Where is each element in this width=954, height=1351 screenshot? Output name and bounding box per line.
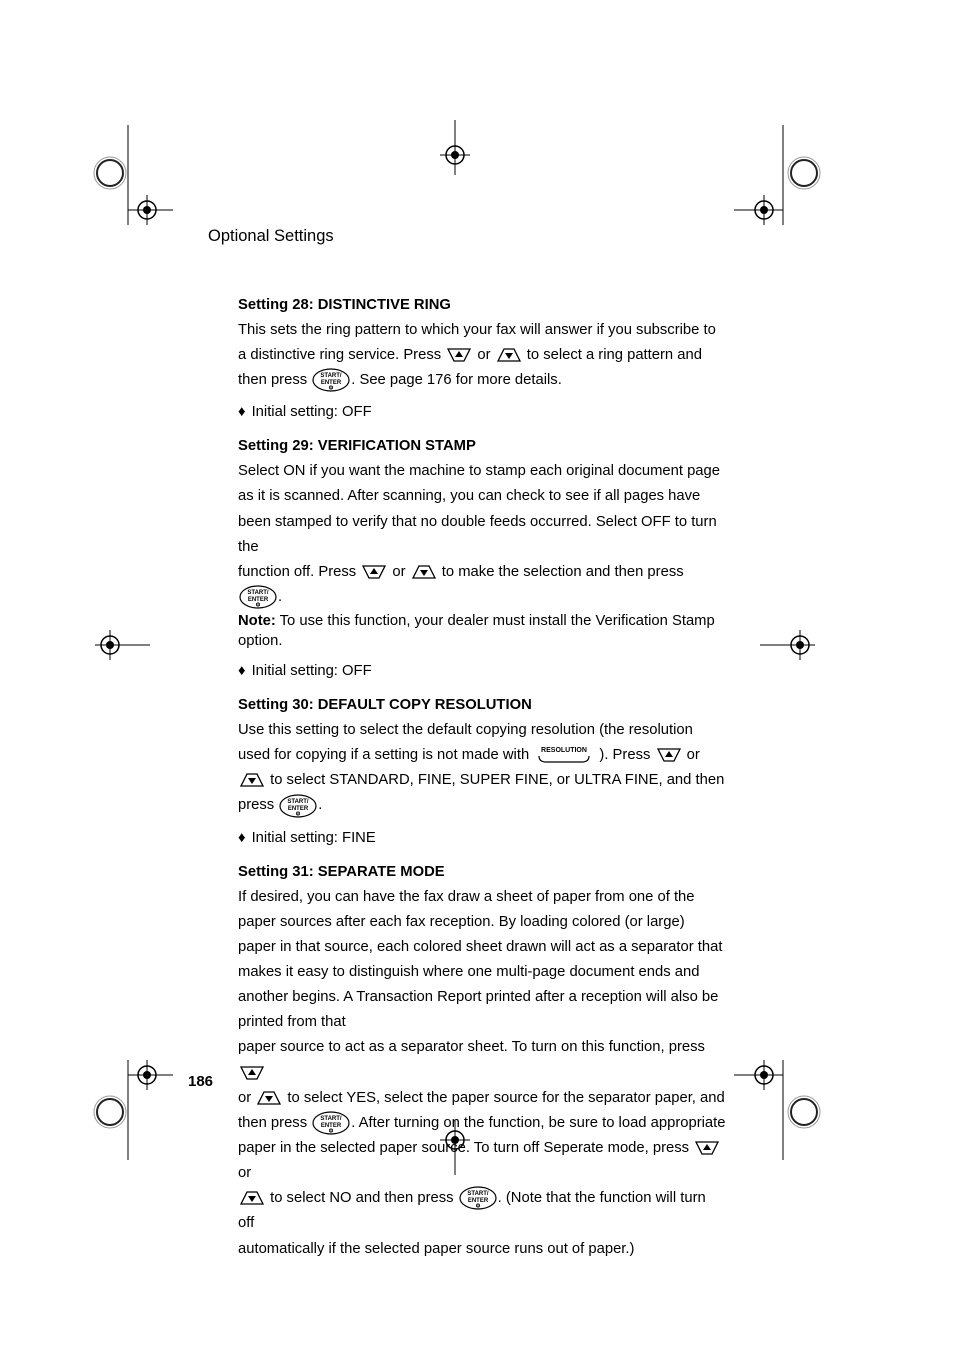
bullet-icon: ♦ [238, 662, 246, 682]
start-enter-icon: START/ENTER [239, 585, 277, 609]
setting-29-body: Select ON if you want the machine to sta… [238, 459, 726, 610]
setting-31-body: If desired, you can have the fax draw a … [238, 885, 726, 1262]
s29-note: Note: To use this function, your dealer … [238, 612, 726, 652]
s29-l2b: or [388, 564, 409, 580]
setting-28-title: Setting 28: DISTINCTIVE RING [238, 296, 726, 316]
down-arrow-icon [239, 1190, 265, 1206]
s29-l2a: function off. Press [238, 564, 360, 580]
s31-l3a: or [238, 1090, 255, 1106]
s30-l2a: copying if a setting is not made with [296, 747, 534, 763]
s31-l3b: to select YES, select the paper source f… [283, 1090, 724, 1106]
cropmark-midlower-left [78, 1060, 173, 1160]
s31-l4b: . After turning on the function, be sure… [351, 1115, 725, 1131]
cropmark-top-right [734, 125, 834, 225]
cropmark-top-center [435, 115, 475, 175]
s30-l2d: to select [266, 772, 325, 788]
svg-text:START/: START/ [467, 1191, 489, 1197]
up-arrow-icon [446, 347, 472, 363]
setting-30-body: Use this setting to select the default c… [238, 718, 726, 819]
start-enter-icon: START/ENTER [459, 1186, 497, 1210]
resolution-key-icon: RESOLUTION [534, 744, 594, 766]
s28-l2b: or [473, 347, 494, 363]
cropmark-midupper-left [90, 625, 150, 665]
bullet-icon: ♦ [238, 829, 246, 849]
s28-bullet-text: Initial setting: OFF [252, 404, 372, 420]
svg-text:START/: START/ [247, 590, 269, 596]
s29-bullet-text: Initial setting: OFF [252, 663, 372, 679]
start-enter-icon: START/ENTER [279, 794, 317, 818]
s28-l2a: distinctive ring service. Press [250, 347, 445, 363]
page-number: 186 [188, 1073, 213, 1090]
up-arrow-icon [239, 1065, 265, 1081]
s29-note-text: To use this function, your dealer must i… [238, 613, 715, 649]
bullet-icon: ♦ [238, 403, 246, 423]
header-title: Optional Settings [208, 227, 334, 246]
s31-l6a: to select NO and then press [266, 1190, 458, 1206]
setting-31-title: Setting 31: SEPARATE MODE [238, 863, 726, 883]
up-arrow-icon [361, 564, 387, 580]
svg-text:ENTER: ENTER [321, 1123, 342, 1129]
up-arrow-icon [694, 1140, 720, 1156]
s30-l2c: or [683, 747, 700, 763]
start-enter-icon: START/ENTER [312, 1111, 350, 1135]
s29-bullet: ♦ Initial setting: OFF [238, 662, 726, 682]
s30-l2b: ). Press [595, 747, 654, 763]
svg-text:ENTER: ENTER [288, 806, 309, 812]
s28-bullet: ♦ Initial setting: OFF [238, 403, 726, 423]
s28-l3b: . See page 176 for more details. [351, 372, 562, 388]
s31-l4a: then press [238, 1115, 311, 1131]
s29-note-label: Note: [238, 613, 276, 629]
s30-bullet-text: Initial setting: FINE [252, 830, 376, 846]
setting-28-body: This sets the ring pattern to which your… [238, 318, 726, 393]
s29-l1: Select ON if you want the machine to sta… [238, 463, 720, 554]
content: Setting 28: DISTINCTIVE RING This sets t… [238, 296, 726, 1262]
setting-29-title: Setting 29: VERIFICATION STAMP [238, 437, 726, 457]
s30-l3b: . [318, 797, 322, 813]
setting-30-title: Setting 30: DEFAULT COPY RESOLUTION [238, 696, 726, 716]
svg-text:START/: START/ [288, 799, 310, 805]
svg-text:ENTER: ENTER [467, 1198, 488, 1204]
s31-l2a: paper source to act as a separator sheet… [238, 1039, 705, 1055]
page: Optional Settings Setting 28: DISTINCTIV… [0, 0, 954, 1351]
s31-l7: automatically if the selected paper sour… [238, 1241, 634, 1257]
down-arrow-icon [411, 564, 437, 580]
down-arrow-icon [256, 1090, 282, 1106]
start-enter-icon: START/ENTER [312, 368, 350, 392]
svg-text:RESOLUTION: RESOLUTION [541, 747, 587, 754]
down-arrow-icon [496, 347, 522, 363]
cropmark-top-left [78, 125, 173, 225]
s31-l5b: or [238, 1165, 251, 1181]
down-arrow-icon [239, 772, 265, 788]
s31-l1: If desired, you can have the fax draw a … [238, 889, 722, 1031]
up-arrow-icon [656, 747, 682, 763]
cropmark-midlower-right [734, 1060, 834, 1160]
s31-l5a: paper in the selected paper source. To t… [238, 1140, 693, 1156]
s30-bullet: ♦ Initial setting: FINE [238, 829, 726, 849]
svg-text:ENTER: ENTER [248, 597, 269, 603]
s29-l2c: to make the selection and then press [438, 564, 684, 580]
svg-text:ENTER: ENTER [321, 380, 342, 386]
svg-text:START/: START/ [321, 373, 343, 379]
s28-l3a: press [271, 372, 311, 388]
s29-l2d: . [278, 589, 282, 605]
svg-text:START/: START/ [321, 1116, 343, 1122]
cropmark-midupper-right [760, 625, 820, 665]
